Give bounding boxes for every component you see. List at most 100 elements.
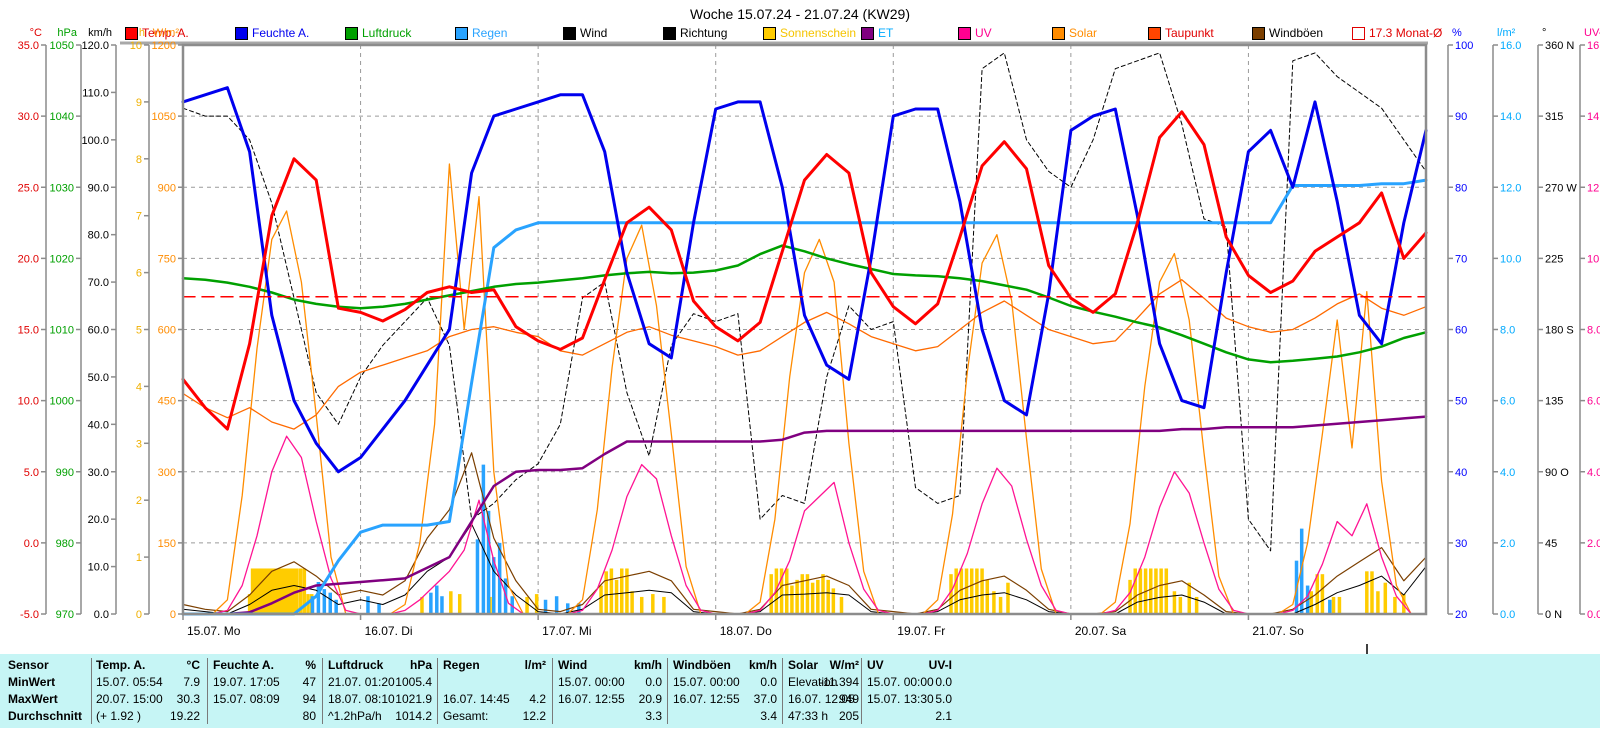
legend-label: Feuchte A.	[252, 26, 310, 40]
series-feuchte-a-line	[181, 86, 1428, 474]
column-unit-luftdruck: hPa	[409, 658, 432, 672]
statistics-table: Sensor MinWert MaxWert Durchschnitt Temp. A.…	[0, 654, 1600, 728]
legend-swatch-windb-en	[1252, 26, 1265, 40]
svg-text:6: 6	[136, 268, 142, 280]
legend-label: UV	[975, 26, 992, 40]
temp-a-max-time: 20.07. 15:00	[96, 692, 163, 706]
svg-text:30.0: 30.0	[18, 111, 39, 123]
uv-avg-value: 2.1	[935, 709, 952, 723]
svg-text:990: 990	[56, 467, 74, 479]
legend-item-richtung: Richtung	[663, 26, 727, 40]
legend-swatch-temp-a	[125, 26, 138, 40]
axis-title-c: °C	[30, 27, 42, 39]
svg-text:300: 300	[158, 467, 176, 479]
svg-text:135: 135	[1545, 396, 1563, 408]
series-uv-line	[182, 435, 1427, 615]
x-axis-days: 15.07. Mo 16.07. Di 17.07. Mi 18.07. Do 19.0…	[182, 614, 1304, 638]
legend-label: Wind	[580, 26, 608, 40]
windb-en-max-time: 16.07. 12:55	[673, 692, 740, 706]
wind-avg-value: 3.3	[645, 709, 662, 723]
axis-uv-i: 16.0 14.0 12.0 10.0 8.0 6.0 4.0 2.0 0.0 UV-I	[1579, 27, 1600, 621]
svg-text:2.0: 2.0	[1587, 538, 1600, 550]
svg-text:70: 70	[1455, 253, 1467, 265]
legend-item-feuchte-a: Feuchte A.	[235, 26, 309, 40]
svg-text:1020: 1020	[50, 253, 74, 265]
legend-item-solar: Solar	[1052, 26, 1097, 40]
svg-text:16.0: 16.0	[1500, 40, 1521, 52]
svg-text:0.0: 0.0	[1500, 609, 1515, 621]
table-column-separator	[91, 658, 92, 724]
svg-text:980: 980	[56, 538, 74, 550]
svg-text:110.0: 110.0	[82, 87, 109, 99]
day-label: 16.07. Di	[365, 624, 413, 638]
feuchte-a-max-time: 15.07. 08:09	[213, 692, 280, 706]
temp-a-min-time: 15.07. 05:54	[96, 675, 163, 689]
axis-title-l-m: l/m²	[1497, 27, 1516, 39]
temp-a-avg-value: 19.22	[169, 709, 200, 723]
svg-text:4.0: 4.0	[1587, 467, 1600, 479]
svg-text:315: 315	[1545, 111, 1563, 123]
wind-min-time: 15.07. 00:00	[558, 675, 625, 689]
svg-text:20: 20	[1455, 609, 1467, 621]
svg-text:3: 3	[136, 438, 142, 450]
feuchte-a-max-value: 94	[302, 692, 316, 706]
svg-text:0: 0	[170, 609, 176, 621]
luftdruck-max-time: 18.07. 08:10	[328, 692, 395, 706]
series-temp-a-line	[181, 110, 1428, 431]
legend-swatch-luftdruck	[345, 26, 358, 40]
column-unit-regen: l/m²	[524, 658, 546, 672]
svg-text:70.0: 70.0	[88, 277, 109, 289]
windb-en-min-time: 15.07. 00:00	[673, 675, 740, 689]
legend-swatch-regen	[455, 26, 468, 40]
svg-text:10.0: 10.0	[1587, 253, 1600, 265]
table-column-separator	[782, 658, 783, 724]
legend-swatch-solar	[1052, 26, 1065, 40]
svg-text:20.0: 20.0	[88, 514, 109, 526]
column-header-windb-en: Windböen	[673, 658, 731, 672]
plot-frame	[120, 41, 1428, 616]
legend-swatch-richtung	[663, 26, 676, 40]
luftdruck-avg-time: ^1.2hPa/h	[328, 709, 382, 723]
legend-label: Windböen	[1269, 26, 1324, 40]
svg-text:6.0: 6.0	[1500, 396, 1515, 408]
axis-l-m: 16.0 14.0 12.0 10.0 8.0 6.0 4.0 2.0 0.0 l/m²	[1492, 27, 1521, 621]
solar-min-time: Elevation	[788, 675, 838, 689]
series-regen-summe-line	[181, 178, 1428, 616]
temp-a-max-value: 30.3	[176, 692, 200, 706]
svg-text:100: 100	[1455, 40, 1473, 52]
uv-max-value: 5.0	[935, 692, 952, 706]
wind-max-value: 20.9	[638, 692, 662, 706]
series-richtung-line	[182, 52, 1427, 552]
regen-avg-time: Gesamt:	[443, 709, 489, 723]
column-header-feuchte-a: Feuchte A.	[213, 658, 274, 672]
svg-text:40: 40	[1455, 467, 1467, 479]
svg-text:25.0: 25.0	[18, 182, 39, 194]
row-label-maxwert: MaxWert	[8, 692, 58, 706]
svg-text:14.0: 14.0	[1587, 111, 1600, 123]
svg-text:12.0: 12.0	[1500, 182, 1521, 194]
legend-swatch-wind	[563, 26, 576, 40]
svg-text:270 W: 270 W	[1545, 182, 1577, 194]
axis-km-h: 120.0 110.0 100.0 90.0 80.0 70.0 60.0 50.0 40.0 3…	[81, 27, 117, 621]
svg-text:1200: 1200	[152, 40, 176, 52]
day-label: 20.07. Sa	[1075, 624, 1127, 638]
legend-swatch-sonnenschein	[763, 26, 776, 40]
column-unit-windb-en: km/h	[748, 658, 777, 672]
weather-chart-svg: 35.030.025.020.015.010.05.00.0-5.0°C1050…	[18, 27, 1600, 654]
svg-text:1030: 1030	[50, 182, 74, 194]
uv-min-time: 15.07. 00:00	[867, 675, 934, 689]
column-header-solar: Solar	[788, 658, 819, 672]
svg-text:80.0: 80.0	[88, 230, 109, 242]
table-column-separator	[861, 658, 862, 724]
legend-swatch-17-3-monat	[1352, 26, 1365, 40]
svg-text:12.0: 12.0	[1587, 182, 1600, 194]
svg-text:120.0: 120.0	[81, 40, 109, 52]
svg-text:0 N: 0 N	[1545, 609, 1562, 621]
series-windb-en-line	[182, 452, 1427, 615]
svg-text:750: 750	[158, 253, 176, 265]
column-header-wind: Wind	[558, 658, 588, 672]
day-label: 17.07. Mi	[542, 624, 591, 638]
axis-title-uv-i: UV-I	[1584, 27, 1600, 39]
wind-min-value: 0.0	[645, 675, 662, 689]
svg-text:450: 450	[158, 396, 176, 408]
